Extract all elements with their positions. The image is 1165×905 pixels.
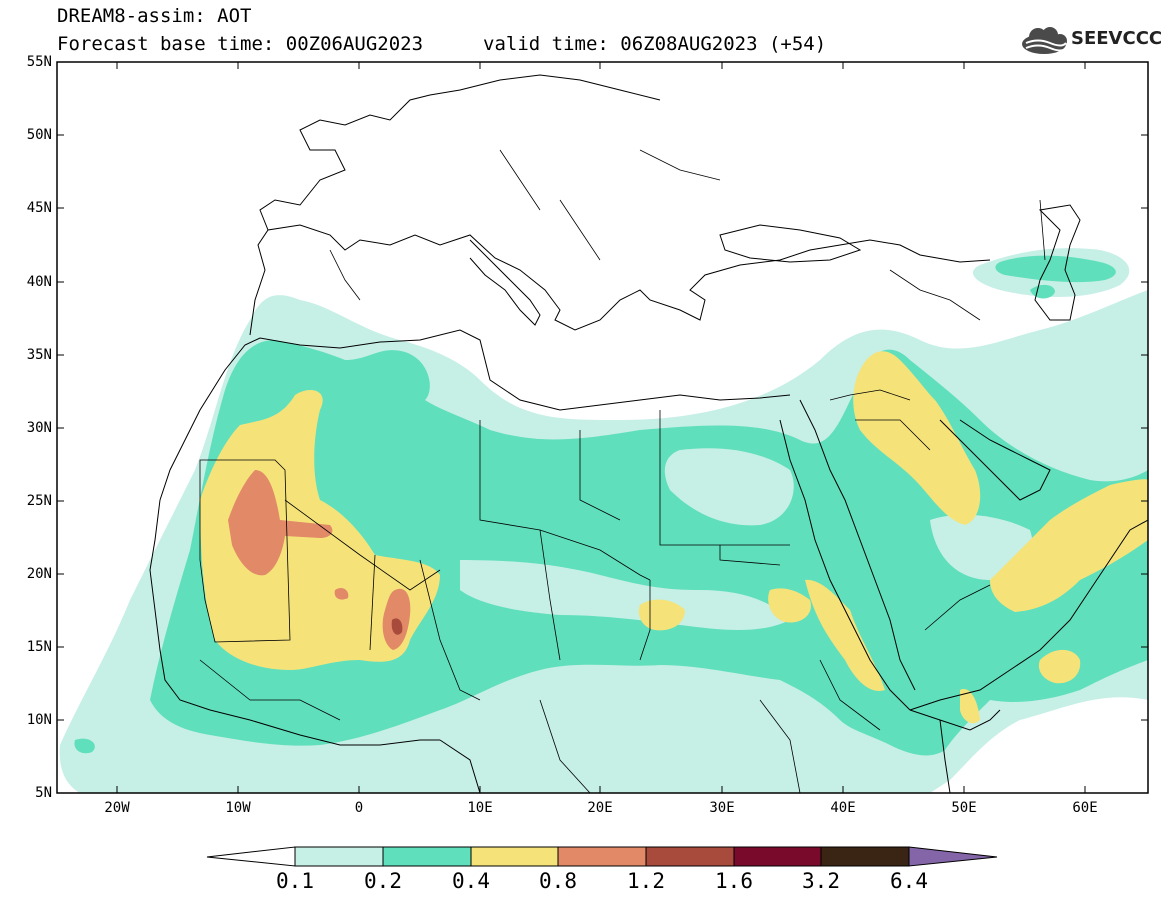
colorbar-low-arrow bbox=[206, 846, 296, 867]
colorbar-label-0-2: 0.2 bbox=[364, 869, 402, 893]
colorbar-high-arrow bbox=[908, 846, 998, 867]
colorbar-label-0-8: 0.8 bbox=[539, 869, 577, 893]
colorbar-swatch-0-4 bbox=[470, 846, 559, 867]
lat-label-10n: 10N bbox=[26, 712, 52, 728]
lat-label-20n: 20N bbox=[26, 566, 52, 582]
lat-label-55n: 55N bbox=[26, 54, 52, 70]
logo-text: SEEVCCC bbox=[1071, 28, 1163, 49]
lon-label-30e: 30E bbox=[709, 800, 735, 816]
colorbar-swatch-0-8 bbox=[557, 846, 647, 867]
lon-label-50e: 50E bbox=[951, 800, 977, 816]
country-borders bbox=[199, 149, 1046, 793]
lat-label-15n: 15N bbox=[26, 639, 52, 655]
aot-level-1-2 bbox=[391, 618, 403, 635]
lon-label-40e: 40E bbox=[830, 800, 856, 816]
lat-label-25n: 25N bbox=[26, 493, 52, 509]
axis-ticks bbox=[57, 61, 1148, 793]
aot-below-threshold bbox=[460, 448, 1033, 630]
lon-label-0: 0 bbox=[354, 800, 364, 816]
lon-label-20w: 20W bbox=[104, 800, 130, 816]
colorbar-label-0-4: 0.4 bbox=[452, 869, 490, 893]
lat-label-45n: 45N bbox=[26, 200, 52, 216]
colorbar-swatch-0-2 bbox=[382, 846, 472, 867]
lon-label-60e: 60E bbox=[1072, 800, 1098, 816]
lat-label-40n: 40N bbox=[26, 274, 52, 290]
colorbar-label-1-6: 1.6 bbox=[715, 869, 753, 893]
colorbar bbox=[206, 846, 998, 867]
coastlines-borders bbox=[149, 74, 1148, 793]
cloud-logo-icon bbox=[1022, 27, 1067, 54]
lon-label-20e: 20E bbox=[587, 800, 613, 816]
colorbar-label-6-4: 6.4 bbox=[890, 869, 928, 893]
colorbar-label-0-1: 0.1 bbox=[276, 869, 314, 893]
lat-label-35n: 35N bbox=[26, 347, 52, 363]
aot-contours bbox=[59, 248, 1148, 793]
colorbar-swatch-3-2 bbox=[820, 846, 910, 867]
colorbar-swatch-1-2 bbox=[645, 846, 735, 867]
forecast-base-time: Forecast base time: 00Z06AUG2023 bbox=[57, 33, 424, 55]
colorbar-swatch-1-6 bbox=[733, 846, 822, 867]
lat-label-5n: 5N bbox=[35, 785, 52, 801]
lon-label-10w: 10W bbox=[225, 800, 251, 816]
valid-time: valid time: 06Z08AUG2023 (+54) bbox=[483, 33, 827, 55]
lat-label-50n: 50N bbox=[26, 127, 52, 143]
colorbar-label-3-2: 3.2 bbox=[802, 869, 840, 893]
colorbar-swatch-0-1 bbox=[294, 846, 384, 867]
lon-label-10e: 10E bbox=[467, 800, 493, 816]
lat-label-30n: 30N bbox=[26, 420, 52, 436]
map-title: DREAM8-assim: AOT bbox=[57, 5, 252, 27]
colorbar-label-1-2: 1.2 bbox=[627, 869, 665, 893]
